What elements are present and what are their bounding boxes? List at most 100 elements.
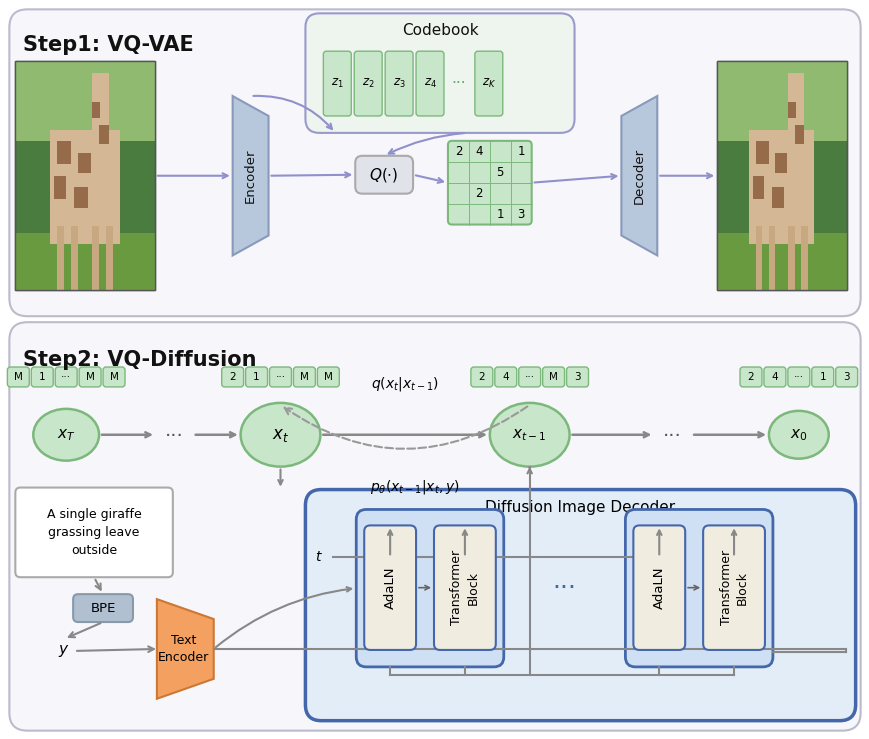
Bar (16, 61, 155, 290)
FancyBboxPatch shape (355, 509, 503, 667)
FancyBboxPatch shape (542, 367, 564, 387)
Text: 1: 1 (496, 208, 503, 220)
Text: ···: ··· (275, 372, 285, 382)
Text: $t$: $t$ (315, 551, 323, 565)
Bar (16, 61, 155, 141)
Text: $p_\theta(x_{t-1}|x_t, y)$: $p_\theta(x_{t-1}|x_t, y)$ (370, 477, 460, 496)
Ellipse shape (33, 409, 99, 460)
FancyBboxPatch shape (7, 367, 30, 387)
Text: 2: 2 (454, 145, 461, 158)
Text: A single giraffe
grassing leave
outside: A single giraffe grassing leave outside (47, 508, 142, 557)
Text: $x_T$: $x_T$ (56, 427, 76, 443)
Bar (753, 176, 763, 199)
Bar (16, 61, 155, 290)
Text: $q(x_t|x_{t-1})$: $q(x_t|x_{t-1})$ (371, 375, 439, 393)
Bar (716, 61, 846, 290)
Bar (774, 153, 786, 174)
Text: ···: ··· (552, 576, 576, 600)
Text: 3: 3 (842, 372, 849, 382)
Text: 1: 1 (517, 145, 524, 158)
FancyBboxPatch shape (222, 367, 243, 387)
FancyBboxPatch shape (317, 367, 339, 387)
Polygon shape (156, 599, 214, 699)
Text: 2: 2 (746, 372, 753, 382)
Text: Diffusion Image Decoder: Diffusion Image Decoder (485, 500, 675, 515)
Text: M: M (323, 372, 333, 382)
Bar (787, 103, 795, 118)
Text: Transformer
Block: Transformer Block (719, 550, 747, 625)
Text: 5: 5 (496, 166, 503, 179)
FancyBboxPatch shape (10, 322, 859, 731)
Bar (57, 226, 64, 290)
FancyBboxPatch shape (811, 367, 833, 387)
Bar (755, 226, 761, 290)
Bar (787, 72, 803, 187)
Text: AdaLN: AdaLN (383, 566, 396, 609)
FancyBboxPatch shape (494, 367, 516, 387)
Text: 1: 1 (819, 372, 826, 382)
FancyBboxPatch shape (474, 51, 502, 116)
Text: $z_2$: $z_2$ (362, 77, 374, 90)
FancyBboxPatch shape (633, 525, 685, 650)
FancyBboxPatch shape (385, 51, 413, 116)
FancyBboxPatch shape (16, 488, 173, 577)
Text: $x_{t-1}$: $x_{t-1}$ (512, 427, 547, 443)
Text: Step1: VQ-VAE: Step1: VQ-VAE (23, 35, 194, 55)
FancyBboxPatch shape (740, 367, 761, 387)
Bar (74, 187, 88, 208)
Text: 2: 2 (478, 372, 485, 382)
Ellipse shape (241, 403, 320, 466)
FancyBboxPatch shape (293, 367, 315, 387)
Text: $Q(\cdot)$: $Q(\cdot)$ (369, 166, 398, 184)
Bar (78, 153, 90, 174)
FancyBboxPatch shape (415, 51, 443, 116)
FancyBboxPatch shape (79, 367, 101, 387)
FancyBboxPatch shape (355, 156, 413, 194)
Text: ···: ··· (164, 427, 183, 446)
FancyBboxPatch shape (103, 367, 125, 387)
FancyBboxPatch shape (835, 367, 857, 387)
FancyBboxPatch shape (364, 525, 415, 650)
Text: ···: ··· (524, 372, 534, 382)
Polygon shape (620, 96, 657, 256)
FancyBboxPatch shape (518, 367, 540, 387)
Bar (794, 126, 803, 143)
FancyBboxPatch shape (245, 367, 268, 387)
FancyArrowPatch shape (284, 406, 527, 449)
FancyBboxPatch shape (73, 594, 133, 622)
Text: 2: 2 (229, 372, 235, 382)
Bar (748, 130, 813, 245)
Text: $z_1$: $z_1$ (330, 77, 343, 90)
Bar (57, 141, 71, 164)
FancyBboxPatch shape (31, 367, 53, 387)
FancyBboxPatch shape (354, 51, 381, 116)
Text: Step2: VQ-Diffusion: Step2: VQ-Diffusion (23, 350, 256, 370)
Bar (716, 233, 846, 290)
Text: M: M (300, 372, 308, 382)
FancyBboxPatch shape (763, 367, 785, 387)
Text: 4: 4 (502, 372, 508, 382)
Text: 4: 4 (771, 372, 778, 382)
FancyBboxPatch shape (787, 367, 809, 387)
Text: Transformer
Block: Transformer Block (450, 550, 479, 625)
Bar (16, 233, 155, 290)
Text: 1: 1 (39, 372, 45, 382)
Text: M: M (109, 372, 118, 382)
Bar (106, 226, 113, 290)
Text: 3: 3 (574, 372, 580, 382)
Bar (50, 130, 120, 245)
FancyBboxPatch shape (702, 525, 764, 650)
Bar (787, 226, 794, 290)
FancyBboxPatch shape (434, 525, 495, 650)
FancyBboxPatch shape (305, 13, 574, 133)
Bar (755, 141, 768, 164)
Text: Encoder: Encoder (244, 149, 257, 203)
Text: ···: ··· (662, 427, 680, 446)
Bar (71, 226, 78, 290)
FancyBboxPatch shape (55, 367, 77, 387)
Text: M: M (14, 372, 23, 382)
Bar (771, 187, 784, 208)
Bar (55, 176, 65, 199)
Text: $y$: $y$ (58, 643, 70, 659)
Text: ···: ··· (451, 76, 466, 91)
